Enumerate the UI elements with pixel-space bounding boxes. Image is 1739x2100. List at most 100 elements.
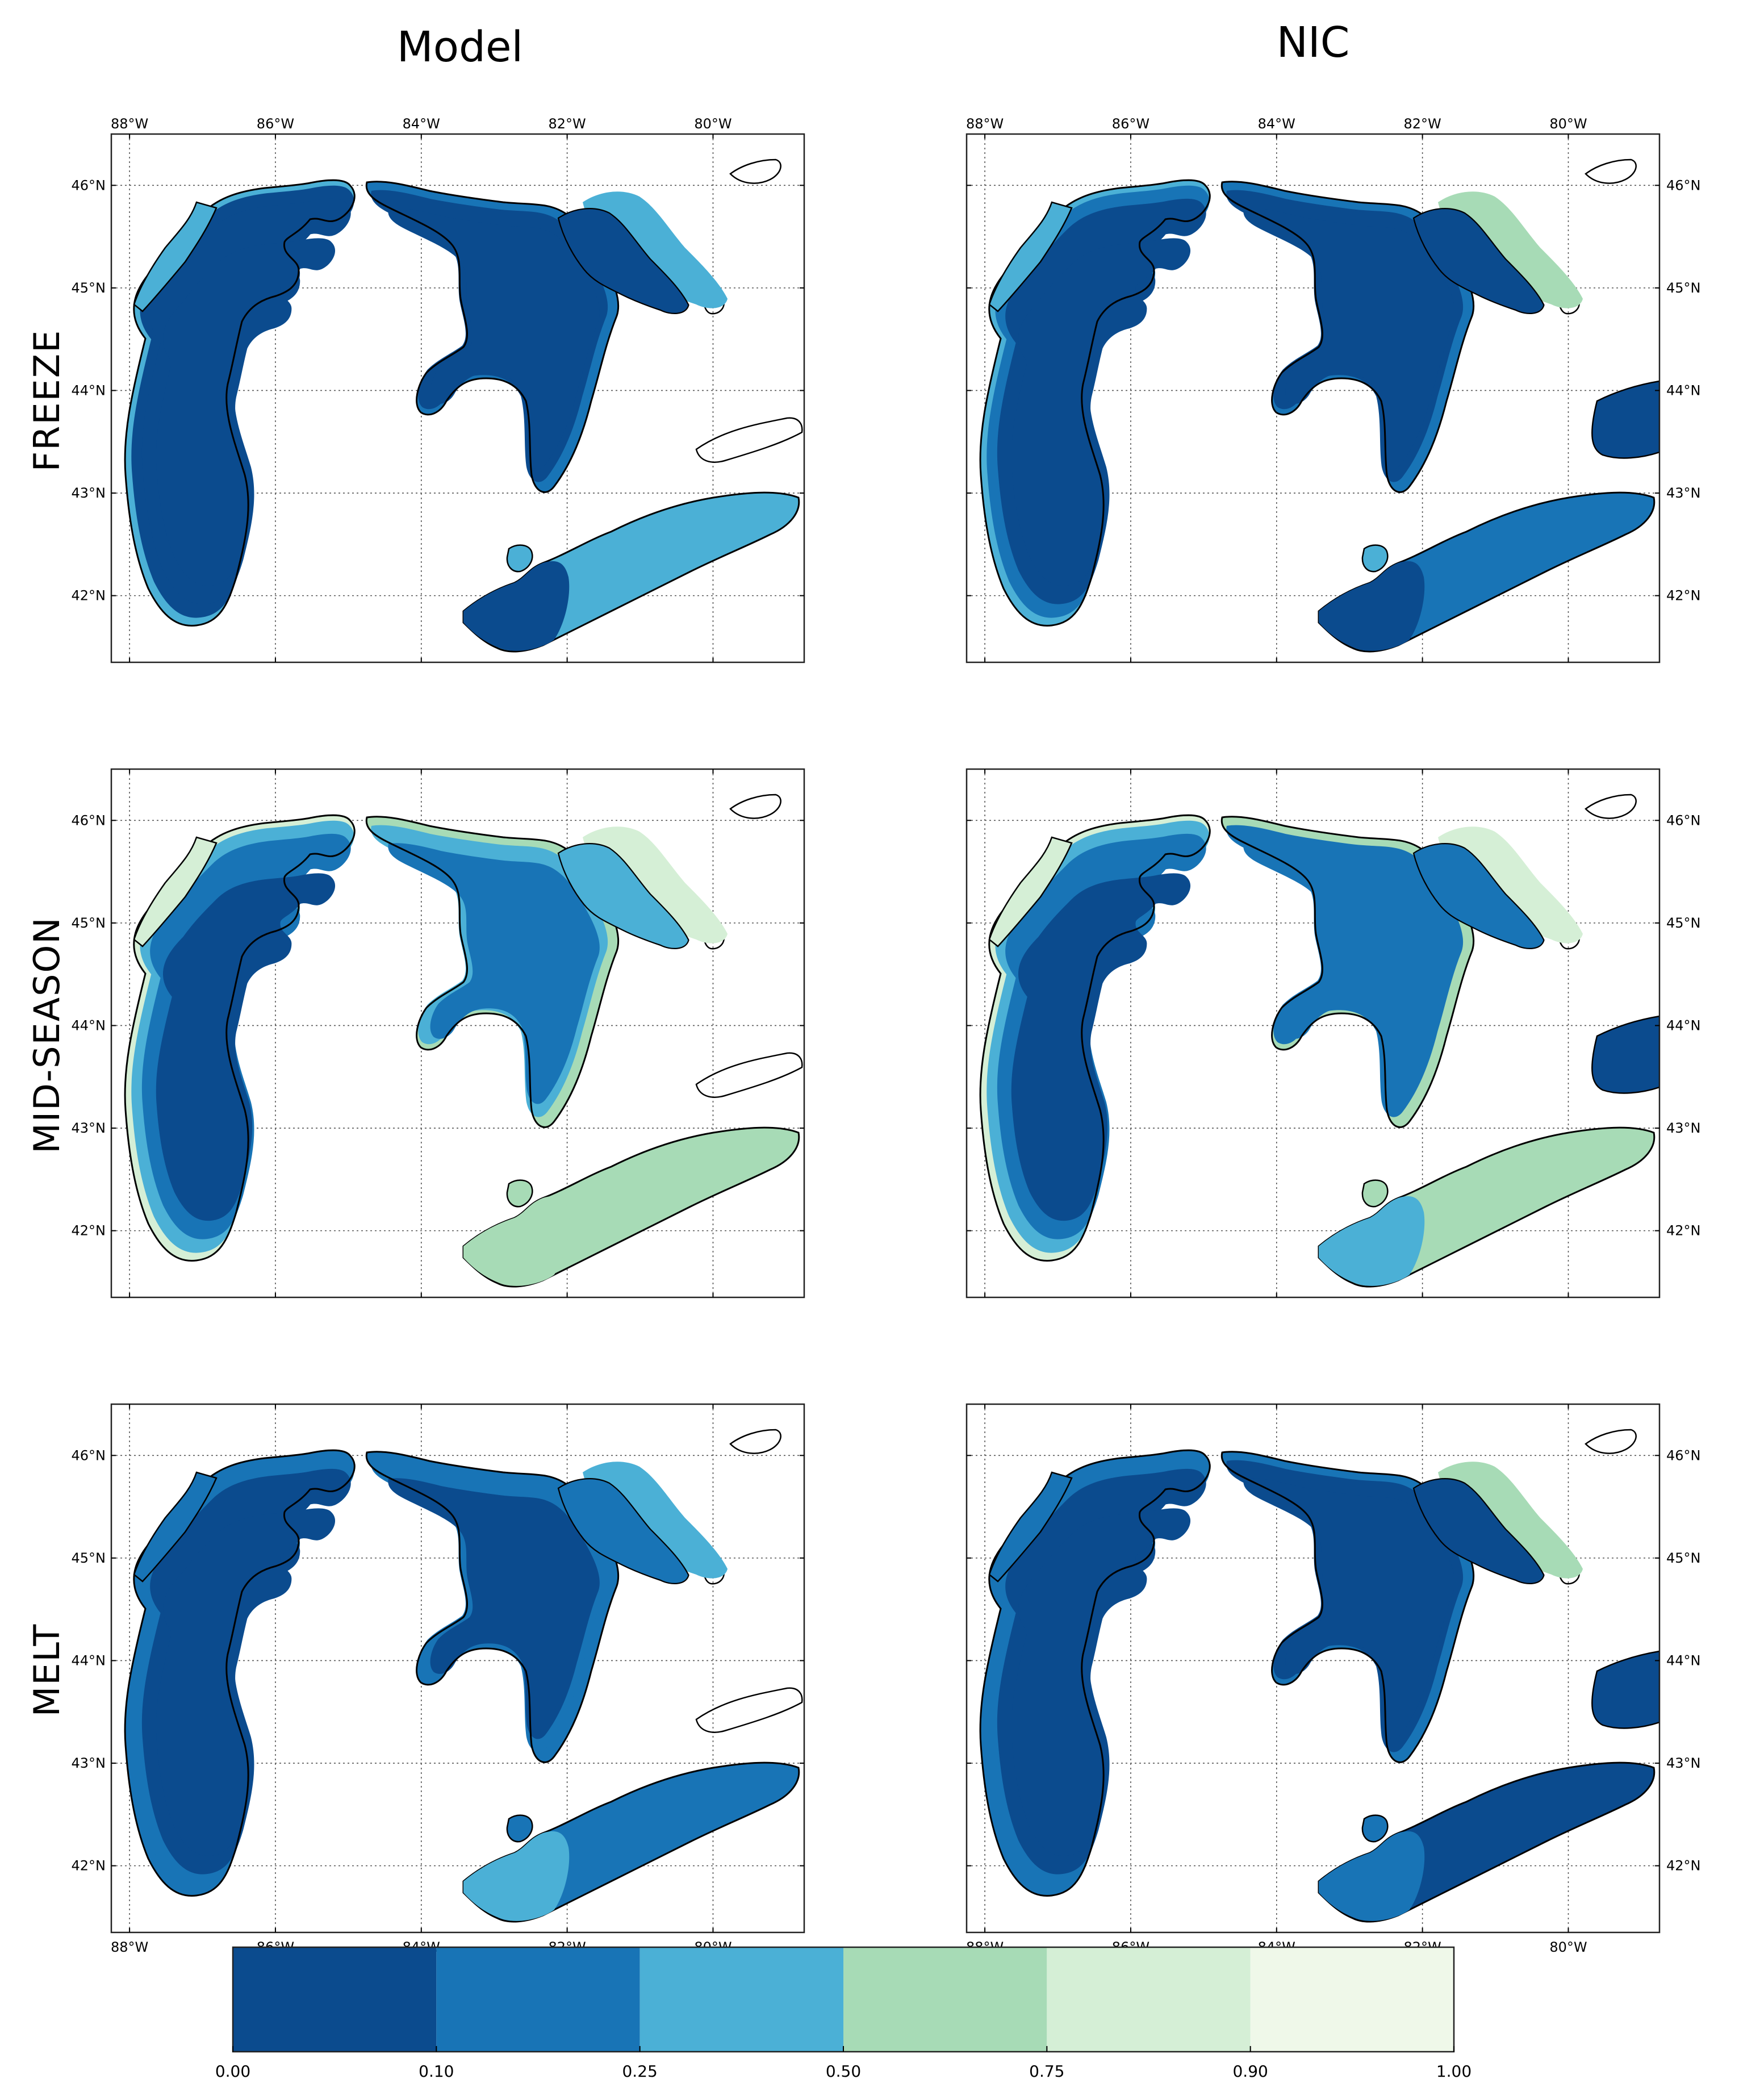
longitude-tick-label: 86°W <box>1112 116 1149 132</box>
map-panels: 88°W 86°W 84°W 82°W 80°W 46°N 45°N 44°N 43°N 42°N… <box>72 116 1701 1955</box>
lake-erie-western-basin <box>1319 1196 1425 1286</box>
longitude-tick-label: 82°W <box>1403 116 1441 132</box>
lake-huron-shoreline <box>1220 1451 1475 1763</box>
lake-nipissing-outline <box>729 1429 781 1454</box>
lake-erie-western-basin <box>1319 561 1425 651</box>
latitude-tick-label: 44°N <box>1666 382 1701 398</box>
colorbar-tick-label: 0.00 <box>215 2062 250 2081</box>
latitude-tick-label: 46°N <box>1666 177 1701 193</box>
green-bay <box>133 1471 218 1583</box>
lake-huron-shoreline <box>1220 816 1475 1128</box>
latitude-tick-label: 46°N <box>1666 812 1701 828</box>
green-bay <box>988 836 1073 947</box>
lake-huron-shoreline <box>365 1451 620 1763</box>
latitude-tick-label: 42°N <box>1666 588 1701 604</box>
lake-michigan-shoreline <box>979 814 1211 1262</box>
lake-erie-western-basin <box>463 1196 570 1286</box>
colorbar-tick-label: 0.25 <box>622 2062 657 2081</box>
latitude-tick-label: 44°N <box>1666 1017 1701 1033</box>
latitude-tick-label: 43°N <box>1666 1120 1701 1136</box>
longitude-tick-label: 82°W <box>548 116 586 132</box>
lake-ontario-outline <box>695 1052 803 1098</box>
latitude-tick-label: 44°N <box>72 1017 106 1033</box>
lake-st-clair <box>1361 1179 1389 1208</box>
latitude-tick-label: 46°N <box>72 812 106 828</box>
map-panel-r0-c1: 88°W 86°W 84°W 82°W 80°W 46°N 45°N 44°N 43°N 42°N <box>965 116 1701 663</box>
latitude-tick-label: 46°N <box>72 1447 106 1463</box>
column-title-model: Model <box>397 23 523 72</box>
latitude-tick-label: 43°N <box>1666 485 1701 501</box>
colorbar-segment-0 <box>233 1947 437 2052</box>
longitude-tick-label: 88°W <box>111 1939 148 1955</box>
longitude-tick-label: 80°W <box>1549 1939 1587 1955</box>
green-bay <box>988 1471 1073 1583</box>
map-panel-r1-c1: 46°N 45°N 44°N 43°N 42°N <box>965 768 1701 1299</box>
georgian-bay <box>1412 208 1545 315</box>
latitude-tick-label: 45°N <box>1666 280 1701 296</box>
map-frame <box>965 1403 1661 1934</box>
latitude-tick-label: 45°N <box>72 915 106 931</box>
lake-michigan-core-zone <box>156 238 336 586</box>
map-panel-r0-c0: 88°W 86°W 84°W 82°W 80°W 46°N 45°N 44°N 43°N 42°N <box>72 116 805 663</box>
latitude-tick-label: 42°N <box>1666 1858 1701 1874</box>
lake-huron-core-zone <box>1243 1478 1455 1739</box>
map-panel-r2-c1: 88°W86°W84°W82°W80°W46°N45°N44°N43°N42°N <box>965 1403 1701 1955</box>
colorbar-segment-1 <box>436 1947 640 2052</box>
lake-nipissing-outline <box>729 158 781 184</box>
lake-michigan-shoreline <box>979 1449 1211 1897</box>
lake-michigan-core-zone <box>1011 238 1191 586</box>
row-title-freeze: FREEZE <box>26 329 68 472</box>
latitude-tick-label: 42°N <box>72 1223 106 1239</box>
lake-michigan-shoreline <box>124 1449 356 1897</box>
lake-erie-western-basin <box>1319 1831 1425 1921</box>
longitude-tick-label: 88°W <box>966 116 1004 132</box>
map-frame <box>110 768 805 1299</box>
row-title-melt: MELT <box>26 1623 68 1717</box>
map-frame <box>110 1403 805 1934</box>
lake-huron-shoreline <box>365 816 620 1128</box>
lake-st-clair <box>1361 544 1389 573</box>
lake-michigan-core-zone <box>1011 873 1191 1221</box>
georgian-bay <box>1412 1478 1545 1585</box>
georgian-bay <box>557 843 689 950</box>
row-title-mid-season: MID-SEASON <box>26 916 68 1153</box>
lake-michigan-shoreline <box>979 179 1211 627</box>
map-frame <box>110 133 805 663</box>
latitude-tick-label: 42°N <box>72 1858 106 1874</box>
lake-huron-shoreline <box>365 181 620 493</box>
colorbar-tick-label: 0.10 <box>419 2062 454 2081</box>
lake-nipissing-outline <box>1585 794 1637 819</box>
lake-st-clair <box>506 544 533 573</box>
latitude-tick-label: 43°N <box>1666 1755 1701 1771</box>
green-bay <box>988 201 1073 312</box>
lake-st-clair <box>506 1179 533 1208</box>
lake-huron-core-zone <box>388 843 600 1104</box>
latitude-tick-label: 45°N <box>1666 915 1701 931</box>
longitude-tick-label: 80°W <box>694 116 731 132</box>
colorbar-tick-label: 0.90 <box>1232 2062 1268 2081</box>
map-panel-r2-c0: 88°W86°W84°W82°W80°W46°N45°N44°N43°N42°N <box>72 1403 805 1955</box>
lake-erie-western-basin <box>463 1831 570 1921</box>
map-frame <box>965 768 1661 1299</box>
lake-ontario <box>1591 1650 1659 1729</box>
latitude-tick-label: 43°N <box>72 1755 106 1771</box>
latitude-tick-label: 45°N <box>1666 1550 1701 1566</box>
colorbar-tick-label: 0.75 <box>1029 2062 1064 2081</box>
lake-michigan-shoreline <box>124 179 356 627</box>
lake-ontario <box>1591 380 1659 459</box>
georgian-bay <box>557 1478 689 1585</box>
latitude-tick-label: 43°N <box>72 485 106 501</box>
lake-erie-western-basin <box>463 561 570 651</box>
latitude-tick-label: 46°N <box>1666 1447 1701 1463</box>
latitude-tick-label: 44°N <box>72 382 106 398</box>
green-bay <box>133 836 218 947</box>
georgian-bay <box>1412 843 1545 950</box>
latitude-tick-label: 45°N <box>72 280 106 296</box>
lake-st-clair <box>1361 1814 1389 1843</box>
map-frame <box>965 133 1661 663</box>
lake-st-clair <box>506 1814 533 1843</box>
longitude-tick-label: 80°W <box>1549 116 1587 132</box>
latitude-tick-label: 42°N <box>72 588 106 604</box>
longitude-tick-label: 86°W <box>257 116 294 132</box>
